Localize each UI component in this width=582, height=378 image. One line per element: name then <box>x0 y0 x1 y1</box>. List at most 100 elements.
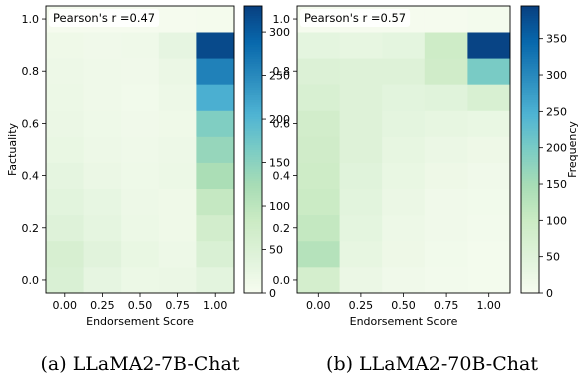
heatmap-cell <box>424 240 468 268</box>
colorbar-segment <box>244 68 262 72</box>
colorbar-segment <box>244 8 262 12</box>
heatmap-cell <box>196 214 235 242</box>
heatmap-cell <box>297 58 340 85</box>
heatmap-cell <box>46 32 84 59</box>
colorbar-segment <box>521 194 539 198</box>
colorbar-segment <box>244 94 262 98</box>
heatmap-cell <box>46 110 84 137</box>
x-tick-label: 0.50 <box>391 299 416 312</box>
heatmap-cell <box>382 240 426 268</box>
colorbar-segment <box>521 240 539 244</box>
colorbar-segment <box>521 56 539 60</box>
subfigure-caption: (a) LLaMA2-7B-Chat <box>41 353 240 375</box>
colorbar-segment <box>521 230 539 234</box>
colorbar-segment <box>244 252 262 256</box>
heatmap-cell <box>297 214 340 242</box>
colorbar-segment <box>244 226 262 229</box>
y-tick-label: 0.8 <box>273 65 291 78</box>
colorbar-segment <box>521 156 539 160</box>
colorbar-segment <box>521 49 539 52</box>
colorbar-segment <box>521 190 539 194</box>
colorbar-segment <box>244 104 262 107</box>
colorbar-segment <box>244 271 262 275</box>
heatmap-cell <box>297 240 340 268</box>
heatmap-cell <box>83 266 122 294</box>
x-tick-label: 0.50 <box>128 299 153 312</box>
colorbar-segment <box>521 77 539 81</box>
colorbar-segment <box>521 288 539 292</box>
heatmap-cell <box>382 84 426 111</box>
heatmap-cell <box>83 240 122 268</box>
colorbar-segment <box>521 34 539 38</box>
colorbar-segment <box>521 20 539 24</box>
colorbar-tick-label: 0 <box>269 287 276 300</box>
colorbar-segment <box>521 171 539 174</box>
heatmap-cell <box>467 214 511 242</box>
heatmap-cell <box>83 214 122 242</box>
colorbar-segment <box>521 242 539 246</box>
colorbar-segment <box>521 68 539 72</box>
heatmap-cell <box>83 58 122 85</box>
colorbar-segment <box>521 278 539 282</box>
colorbar-segment <box>244 77 262 81</box>
colorbar-segment <box>244 228 262 232</box>
colorbar-segment <box>244 264 262 268</box>
colorbar-segment <box>521 223 539 227</box>
colorbar-segment <box>244 87 262 91</box>
colorbar-segment <box>244 41 262 45</box>
y-tick-label: 0.0 <box>273 274 291 287</box>
colorbar-segment <box>244 32 262 36</box>
heatmap-cell <box>424 110 468 137</box>
colorbar-segment <box>521 63 539 67</box>
colorbar-segment <box>244 273 262 277</box>
heatmap-cell <box>424 58 468 85</box>
colorbar-segment <box>521 65 539 69</box>
heatmap-cell <box>382 162 426 190</box>
colorbar-segment <box>244 51 262 55</box>
y-tick-label: 0.4 <box>22 170 40 183</box>
colorbar-segment <box>521 10 539 14</box>
colorbar-segment <box>521 233 539 237</box>
x-tick-label: 0.00 <box>306 299 331 312</box>
heatmap-cell <box>83 84 122 111</box>
colorbar-segment <box>244 80 262 84</box>
colorbar-segment <box>244 278 262 282</box>
colorbar-segment <box>521 216 539 220</box>
pearson-annotation: Pearson's r =0.57 <box>304 11 406 25</box>
heatmap-cell <box>382 266 426 294</box>
heatmap-cell <box>339 266 383 294</box>
heatmap-cell <box>424 214 468 242</box>
colorbar-segment <box>244 209 262 213</box>
heatmap-cell <box>46 136 84 163</box>
colorbar-segment <box>244 135 262 139</box>
colorbar-segment <box>244 206 262 210</box>
colorbar-segment <box>244 276 262 280</box>
colorbar-segment <box>244 22 262 26</box>
colorbar-segment <box>244 194 262 198</box>
heatmap-cell <box>297 266 340 294</box>
colorbar-tick-label: 200 <box>269 113 290 126</box>
colorbar-segment <box>521 39 539 43</box>
colorbar-segment <box>244 161 262 165</box>
heatmap-cell <box>467 32 511 59</box>
colorbar-segment <box>521 72 539 76</box>
heatmap-cell <box>297 188 340 216</box>
colorbar-segment <box>244 178 262 182</box>
colorbar-segment <box>244 240 262 244</box>
pearson-annotation: Pearson's r =0.47 <box>53 11 155 25</box>
heatmap-cell <box>196 6 235 33</box>
heatmap-cell <box>467 266 511 294</box>
colorbar-segment <box>244 283 262 287</box>
colorbar-segment <box>244 29 262 33</box>
colorbar-segment <box>244 144 262 148</box>
colorbar-segment <box>521 84 539 88</box>
colorbar-segment <box>521 161 539 165</box>
colorbar-segment <box>521 214 539 217</box>
y-tick-label: 0.4 <box>273 170 291 183</box>
colorbar-segment <box>521 70 539 74</box>
colorbar-segment <box>244 6 262 9</box>
colorbar-segment <box>521 204 539 208</box>
y-tick-label: 0.6 <box>273 117 291 130</box>
heatmap-cell <box>158 6 197 33</box>
heatmap-cell <box>121 136 160 163</box>
